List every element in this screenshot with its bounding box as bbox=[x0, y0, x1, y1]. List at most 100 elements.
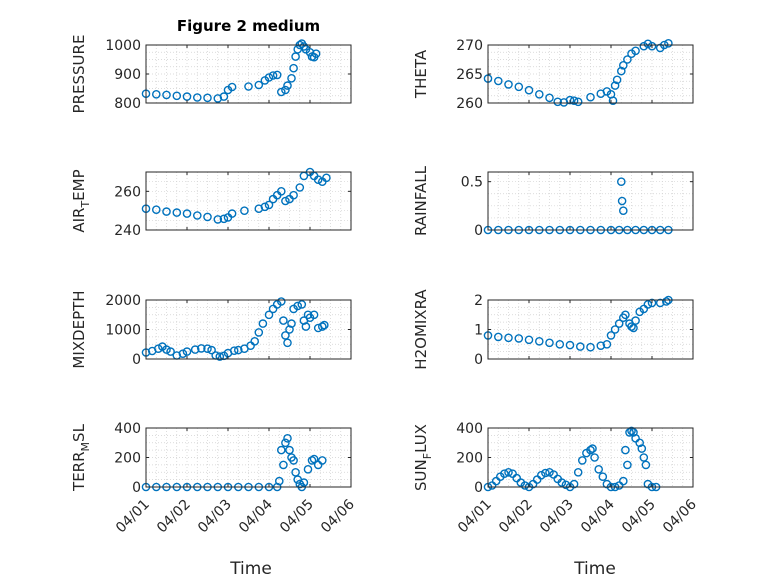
data-point bbox=[514, 334, 524, 343]
data-point bbox=[524, 335, 534, 345]
data-point bbox=[639, 453, 649, 462]
y-tick-label: 0 bbox=[474, 223, 483, 239]
data-point bbox=[617, 66, 626, 76]
data-point bbox=[240, 206, 249, 215]
subplot-3: 240 260 AIRTEMP bbox=[70, 167, 352, 239]
data-point bbox=[619, 206, 628, 215]
data-point bbox=[504, 80, 513, 89]
data-point bbox=[573, 97, 583, 107]
data-point bbox=[289, 190, 298, 200]
data-point bbox=[596, 341, 606, 351]
data-point bbox=[555, 339, 565, 349]
y-tick-label: 400 bbox=[456, 421, 483, 437]
y-tick-label: 900 bbox=[114, 67, 141, 83]
subplot-2: 260 265 270 THETA bbox=[412, 38, 694, 112]
data-point bbox=[319, 320, 329, 330]
subplot-8: 0 200 400 04/01 04/02 04/03 04/04 04/05 04/06 SUN… bbox=[412, 421, 700, 536]
data-point bbox=[207, 345, 216, 355]
y-axis-label: SUNFLUX bbox=[412, 424, 434, 491]
y-tick-label: 200 bbox=[456, 451, 483, 467]
y-axis-label: RAINFALL bbox=[412, 165, 430, 236]
data-point bbox=[281, 85, 290, 95]
data-point bbox=[662, 297, 671, 306]
data-point bbox=[297, 300, 307, 309]
data-point bbox=[264, 200, 274, 210]
data-point bbox=[250, 336, 259, 346]
data-point bbox=[285, 325, 294, 334]
data-point bbox=[621, 445, 630, 455]
data-point bbox=[279, 460, 288, 470]
y-tick-label: 2000 bbox=[105, 293, 141, 309]
data-point bbox=[541, 468, 550, 478]
data-point bbox=[172, 91, 182, 101]
data-point bbox=[313, 175, 323, 184]
data-point bbox=[153, 344, 163, 354]
data-point bbox=[610, 325, 620, 334]
data-point bbox=[493, 76, 503, 86]
data-point bbox=[576, 342, 585, 351]
y-tick-label: 260 bbox=[456, 96, 483, 112]
y-axis-label: TERRMSL bbox=[70, 423, 92, 492]
y-axis-label: AIRTEMP bbox=[70, 169, 92, 232]
x-tick-label: 04/02 bbox=[154, 497, 194, 537]
x-tick-label: 04/01 bbox=[113, 497, 153, 537]
data-point bbox=[629, 323, 638, 333]
y-tick-label: 0.5 bbox=[461, 175, 483, 191]
subplot-1: 800 900 1000 PRESSURE Figure 2 medium bbox=[70, 17, 352, 113]
y-tick-label: 270 bbox=[456, 38, 483, 54]
data-point bbox=[641, 460, 651, 470]
data-point bbox=[625, 428, 634, 437]
data-point bbox=[301, 322, 311, 331]
data-point bbox=[504, 467, 513, 477]
data-point bbox=[504, 333, 513, 343]
data-point bbox=[573, 467, 583, 477]
data-point bbox=[647, 41, 657, 51]
data-point bbox=[610, 81, 620, 90]
data-point bbox=[287, 319, 296, 328]
y-tick-label: 0 bbox=[474, 352, 483, 368]
x-tick-label: 04/01 bbox=[455, 497, 495, 537]
data-point bbox=[215, 352, 225, 361]
data-point bbox=[598, 472, 608, 482]
data-point bbox=[229, 346, 239, 356]
data-point bbox=[293, 301, 303, 311]
data-point bbox=[631, 46, 640, 56]
data-point bbox=[276, 186, 286, 196]
data-point bbox=[537, 470, 546, 480]
data-point bbox=[254, 328, 264, 337]
data-point bbox=[268, 71, 278, 80]
data-point bbox=[578, 456, 587, 465]
data-point bbox=[281, 438, 290, 448]
data-point bbox=[162, 90, 171, 100]
data-point bbox=[289, 63, 298, 73]
data-point bbox=[647, 298, 657, 308]
data-point bbox=[594, 464, 604, 474]
data-point bbox=[317, 322, 327, 331]
data-point bbox=[283, 81, 292, 90]
data-point bbox=[303, 464, 313, 474]
data-point bbox=[162, 207, 171, 216]
data-point bbox=[258, 319, 268, 328]
data-point bbox=[617, 196, 627, 206]
data-point bbox=[219, 92, 229, 101]
axes-background bbox=[488, 172, 693, 230]
data-point bbox=[151, 90, 161, 99]
y-tick-label: 1 bbox=[474, 323, 483, 339]
x-tick-label: 04/06 bbox=[660, 496, 700, 536]
data-point bbox=[203, 212, 212, 222]
data-point bbox=[172, 208, 182, 217]
data-point bbox=[664, 39, 673, 48]
data-point bbox=[309, 310, 319, 320]
data-point bbox=[631, 316, 640, 325]
data-point bbox=[590, 453, 599, 462]
data-point bbox=[557, 478, 567, 487]
data-point bbox=[260, 202, 270, 212]
y-axis-label: MIXDEPTH bbox=[70, 290, 88, 368]
data-point bbox=[307, 456, 317, 465]
data-point bbox=[264, 310, 274, 320]
data-point bbox=[276, 87, 286, 97]
x-tick-label: 04/03 bbox=[537, 497, 577, 537]
y-tick-label: 240 bbox=[114, 223, 141, 239]
